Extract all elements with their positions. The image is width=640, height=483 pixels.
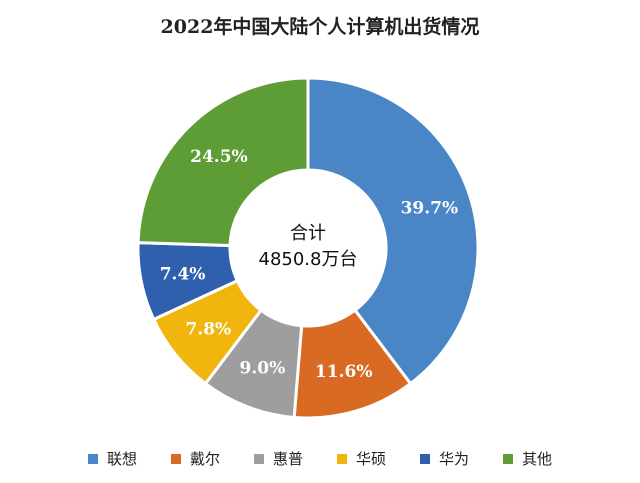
legend-label-1: 戴尔 (189, 450, 220, 468)
legend-item-1: 戴尔 (170, 448, 220, 469)
legend-item-4: 华为 (420, 448, 469, 469)
legend-item-5: 其他 (503, 448, 552, 469)
legend-swatch-2 (253, 453, 264, 464)
legend-label-0: 联想 (106, 450, 137, 468)
center-total-value: 4850.8万台 (259, 249, 358, 270)
chart-title: 2022年中国大陆个人计算机出货情况 (160, 16, 480, 38)
legend-swatch-5 (503, 453, 514, 464)
legend-item-2: 惠普 (253, 448, 303, 469)
legend-label-3: 华硕 (356, 450, 387, 468)
slice-label-2: 9.0% (240, 359, 286, 379)
center-total-label: 合计 (290, 223, 326, 244)
legend-item-3: 华硕 (337, 448, 386, 469)
donut-chart: 39.7% 11.6% 9.0% 7.8% 7.4% 24.5% 合计 4850.8万台 (136, 76, 480, 420)
slice-5 (136, 76, 310, 248)
legend-swatch-0 (87, 453, 98, 464)
legend-item-0: 联想 (87, 448, 137, 469)
legend-label-4: 华为 (439, 450, 470, 468)
slice-group (136, 76, 480, 420)
legend-swatch-4 (420, 453, 431, 464)
legend-swatch-1 (170, 453, 181, 464)
slice-0 (306, 76, 480, 386)
legend-label-5: 其他 (522, 450, 553, 468)
slice-label-5: 24.5% (190, 147, 248, 167)
slice-label-group: 39.7% 11.6% 9.0% 7.8% 7.4% 24.5% (160, 147, 458, 382)
legend-label-2: 惠普 (272, 450, 303, 468)
slice-label-3: 7.8% (185, 319, 231, 339)
slice-label-4: 7.4% (160, 265, 206, 285)
legend-swatch-3 (337, 453, 347, 464)
legend: 联想 戴尔 惠普 华硕 华为 其他 (0, 448, 640, 469)
slice-label-1: 11.6% (315, 362, 373, 382)
slice-label-0: 39.7% (401, 198, 459, 218)
